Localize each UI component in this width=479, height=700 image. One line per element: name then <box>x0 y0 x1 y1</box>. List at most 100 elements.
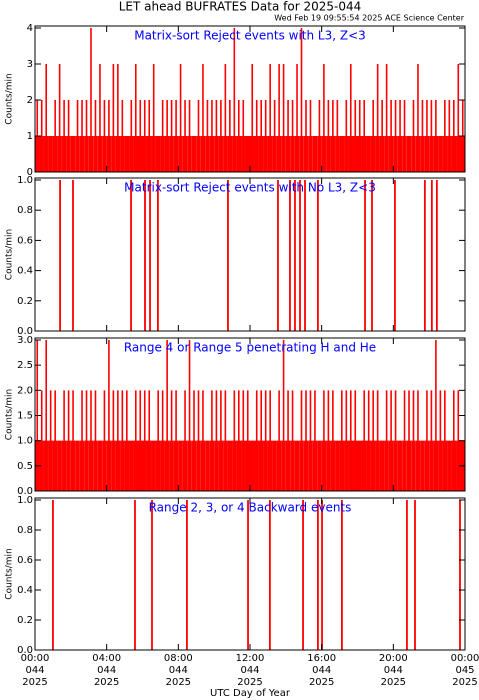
spike <box>144 180 146 331</box>
y-tick-label: 0.8 <box>17 205 33 216</box>
bar <box>214 100 219 172</box>
bar <box>290 390 295 491</box>
bar <box>263 390 268 491</box>
y-tick-label: 0.6 <box>17 555 33 566</box>
x-tick-label: 2025 <box>237 677 262 688</box>
bar <box>379 440 385 491</box>
bar <box>164 100 170 172</box>
y-tick-label: 0.2 <box>17 296 33 307</box>
x-tick-label: 044 <box>384 665 403 676</box>
bar <box>88 390 94 491</box>
panel-title: Matrix-sort Reject events with No L3, Z<… <box>124 181 376 195</box>
bar <box>93 100 98 172</box>
bar <box>411 100 416 172</box>
bar <box>308 100 313 172</box>
y-axis-label: Counts/min <box>5 73 15 124</box>
bar <box>223 64 228 172</box>
y-tick-label: 0.6 <box>17 235 33 246</box>
y-tick-label: 0.0 <box>17 486 33 497</box>
bar <box>330 390 336 491</box>
bar <box>43 340 49 491</box>
bar <box>164 340 170 491</box>
y-tick-label: 0.0 <box>17 645 33 656</box>
bar <box>102 100 107 172</box>
bar <box>290 100 295 172</box>
bar <box>111 64 116 172</box>
bar <box>232 390 237 491</box>
x-tick-label: 16:00 <box>307 653 336 664</box>
bar <box>415 64 421 172</box>
bar <box>402 390 407 491</box>
bar <box>250 440 255 491</box>
bar <box>321 390 327 491</box>
x-tick-label: 044 <box>312 665 331 676</box>
bar <box>169 390 174 491</box>
bar <box>133 64 139 172</box>
y-tick-label: 1.0 <box>17 495 33 506</box>
y-tick-label: 0 <box>27 167 33 178</box>
bar <box>182 100 188 172</box>
bar <box>66 390 71 491</box>
bar <box>236 390 242 491</box>
bar <box>335 100 340 172</box>
bar <box>43 64 49 172</box>
bar <box>84 100 89 172</box>
spike <box>268 500 271 650</box>
bar <box>420 100 425 172</box>
bar <box>191 390 197 491</box>
bar <box>366 390 371 491</box>
y-tick-label: 2.0 <box>17 385 33 396</box>
bar <box>245 136 250 172</box>
spike <box>435 180 438 331</box>
bar <box>245 390 250 491</box>
x-tick-label: 2025 <box>94 677 119 688</box>
bar <box>370 390 376 491</box>
y-axis-label: Counts/min <box>5 548 15 599</box>
bar <box>223 390 228 491</box>
spike <box>459 500 461 650</box>
bar <box>361 390 367 491</box>
bar <box>397 100 403 172</box>
bar <box>384 64 389 172</box>
spike <box>321 500 323 650</box>
bar <box>48 136 53 172</box>
bar <box>361 100 367 172</box>
bar <box>218 100 224 172</box>
bar <box>138 390 143 491</box>
bar <box>267 390 273 491</box>
bar <box>142 390 147 491</box>
bar <box>326 100 331 172</box>
bar <box>227 440 233 491</box>
x-tick-label: 044 <box>169 665 188 676</box>
bar <box>146 100 152 172</box>
bar <box>138 100 143 172</box>
x-tick-label: 2025 <box>22 677 47 688</box>
bar <box>102 390 107 491</box>
bar <box>442 100 448 172</box>
bar <box>388 100 394 172</box>
bar <box>429 100 434 172</box>
bar <box>155 390 161 491</box>
bar <box>52 390 58 491</box>
bar <box>424 390 430 491</box>
bar <box>312 136 318 172</box>
y-tick-label: 1 <box>27 131 33 142</box>
bar <box>178 64 183 172</box>
bar <box>57 440 62 491</box>
x-tick-label: 04:00 <box>92 653 121 664</box>
bar <box>438 390 443 491</box>
bar <box>299 28 304 172</box>
bar <box>433 340 439 491</box>
x-tick-label: 045 <box>455 665 474 676</box>
x-tick-label: 2025 <box>452 677 477 688</box>
bar <box>191 136 197 172</box>
bar <box>196 390 201 491</box>
bar <box>433 100 439 172</box>
bar <box>79 390 85 491</box>
y-tick-label: 2.5 <box>17 360 33 371</box>
y-tick-label: 1.5 <box>17 411 33 422</box>
x-tick-label: 044 <box>25 665 44 676</box>
bar <box>353 100 358 172</box>
bar <box>70 136 76 172</box>
